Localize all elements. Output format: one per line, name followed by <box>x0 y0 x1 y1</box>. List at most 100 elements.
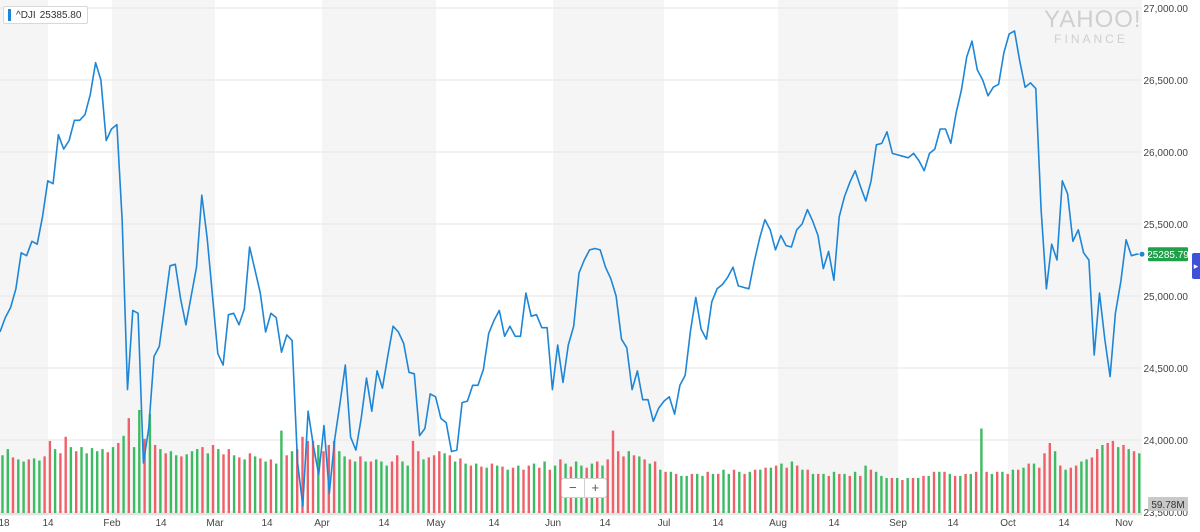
volume-bar <box>643 459 646 513</box>
volume-bar <box>722 469 725 513</box>
volume-bar <box>290 451 294 513</box>
volume-bar <box>280 430 283 513</box>
volume-bar <box>627 451 630 513</box>
volume-bar <box>822 473 825 513</box>
volume-bar <box>938 471 941 513</box>
volume-bar <box>332 440 336 513</box>
volume-bar <box>175 455 178 513</box>
volume-bar <box>269 459 273 513</box>
volume-bar <box>248 453 252 513</box>
x-tick-label: 18 <box>0 518 10 529</box>
volume-bar <box>1138 453 1141 513</box>
volume-bar <box>401 461 404 513</box>
volume-bar <box>1048 443 1051 513</box>
volume-bar <box>459 458 462 513</box>
zoom-out-button[interactable]: − <box>568 480 577 495</box>
volume-bar <box>543 461 546 513</box>
volume-label-bg <box>1148 497 1188 511</box>
volume-bar <box>417 451 420 513</box>
volume-bar <box>222 454 225 513</box>
x-tick-label: Jul <box>658 518 671 529</box>
chevron-right-icon[interactable]: ▸ <box>1192 253 1200 279</box>
volume-bar <box>843 473 846 513</box>
volume-bar <box>1011 469 1015 513</box>
volume-bar <box>1132 451 1136 513</box>
ticker-badge[interactable]: ^DJI 25385.80 <box>3 6 89 24</box>
volume-bar <box>153 445 157 513</box>
volume-bar <box>980 428 983 513</box>
horizontal-gridlines <box>0 7 1142 515</box>
price-series[interactable] <box>0 30 1146 508</box>
price-line <box>0 30 1142 508</box>
volume-bar <box>122 435 125 514</box>
last-price-label-bg <box>1148 247 1188 262</box>
volume-bar <box>738 471 741 513</box>
volume-bar <box>785 467 788 513</box>
volume-bar <box>801 469 804 513</box>
volume-bar <box>485 467 488 513</box>
volume-bar <box>685 475 688 513</box>
volume-bar <box>827 475 830 513</box>
volume-bar <box>664 471 667 513</box>
volume-bar <box>848 475 851 513</box>
logo-line-1: YAHOO! <box>1044 6 1142 33</box>
volume-bar <box>227 449 230 513</box>
x-tick-label: 14 <box>261 518 273 529</box>
volume-bar <box>1096 449 1099 513</box>
volume-bar <box>853 471 857 513</box>
volume-bar <box>264 461 267 513</box>
volume-bar <box>432 455 436 513</box>
volume-bar <box>232 455 236 513</box>
volume-bar <box>1022 467 1025 513</box>
volume-bar <box>501 466 504 513</box>
zoom-in-button[interactable]: + <box>583 479 607 497</box>
volume-bar <box>874 471 878 513</box>
volume-bar <box>27 459 30 513</box>
volume-bar <box>1069 467 1072 513</box>
x-tick-label: 14 <box>828 518 840 529</box>
y-tick-label: 24,000.00 <box>1144 436 1189 447</box>
volume-bar <box>717 473 720 513</box>
month-band <box>0 0 48 516</box>
volume-bar <box>111 447 115 513</box>
x-tick-label: Apr <box>314 518 330 529</box>
volume-bar <box>506 469 509 513</box>
x-axis: 18 14 Feb 14 Mar 14 Apr 14 May 14 Jun 14 Jul 14 Aug 14 S… <box>0 518 1133 529</box>
y-tick-label: 26,500.00 <box>1144 76 1189 87</box>
volume-bar <box>117 443 120 513</box>
y-tick-label: 25,000.00 <box>1144 292 1189 303</box>
volume-bar <box>1106 443 1109 513</box>
volume-bar <box>69 447 73 513</box>
volume-bar <box>780 463 783 513</box>
volume-bar <box>659 469 662 513</box>
volume-bar <box>164 453 167 513</box>
volume-bar <box>64 436 67 513</box>
x-tick-label: Aug <box>769 518 787 529</box>
volume-bar <box>1111 440 1115 513</box>
volume-bar <box>985 471 988 513</box>
volume-bar <box>53 449 57 513</box>
volume-bar <box>80 447 83 513</box>
volume-bar <box>943 471 946 513</box>
volume-bar <box>701 475 704 513</box>
volume-bar <box>143 438 146 513</box>
volume-bar <box>653 461 657 513</box>
x-tick-label: 14 <box>42 518 54 529</box>
volume-bar <box>311 440 315 513</box>
volume-bar <box>896 478 899 513</box>
volume-bar <box>475 463 478 513</box>
volume-bar <box>375 459 378 513</box>
logo-line-2: FINANCE <box>1054 32 1128 46</box>
volume-bar <box>1038 467 1041 513</box>
volume-bar <box>674 473 678 513</box>
volume-bar <box>964 473 967 513</box>
volume-bar <box>890 478 894 513</box>
last-price-dot <box>1138 250 1146 258</box>
volume-bar <box>1085 459 1088 513</box>
volume-bar <box>206 453 209 513</box>
volume-bar <box>359 456 362 514</box>
y-tick-label: 27,000.00 <box>1144 4 1189 15</box>
volume-bar <box>169 451 173 513</box>
volume-bar <box>1090 457 1094 513</box>
